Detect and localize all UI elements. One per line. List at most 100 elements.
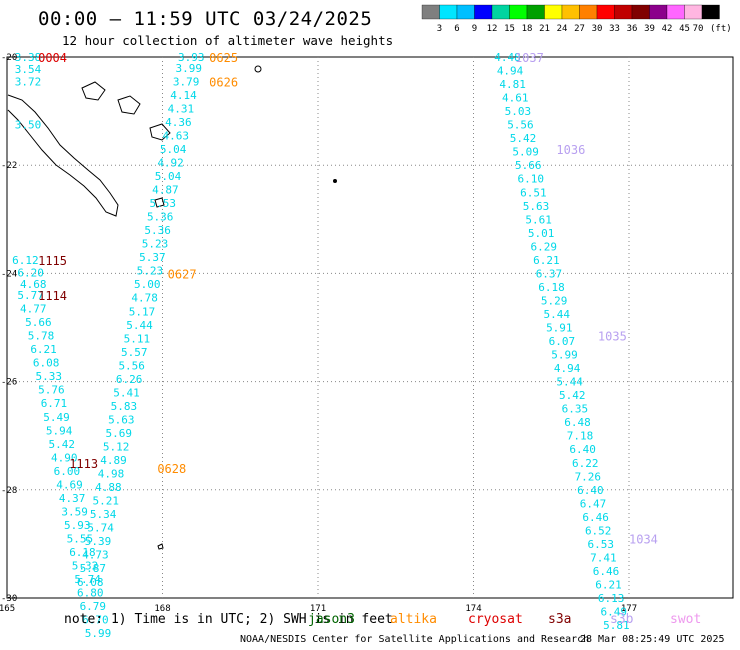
wave-height-value: 6.71 [41, 397, 68, 410]
wave-height-value: 4.94 [554, 362, 581, 375]
satellite-name-swot: swot [670, 612, 702, 627]
legend-swatch [579, 4, 598, 20]
wave-height-value: 5.04 [155, 170, 182, 183]
legend-swatch [491, 4, 510, 20]
wave-height-value: 6.26 [116, 373, 143, 386]
pass-time-label: 1114 [38, 289, 67, 303]
lat-tick-label: -30 [1, 594, 17, 604]
wave-height-value: 6.21 [533, 254, 560, 267]
wave-height-value: 6.49 [600, 606, 627, 619]
track-cryosat: 3.383.543.72 3.50 0004 [15, 51, 67, 132]
wave-height-value: 7.18 [567, 430, 594, 443]
coastline-loyalty-1 [81, 81, 106, 101]
wave-height-value: 5.23 [142, 238, 169, 251]
wave-height-value: 5.21 [93, 495, 120, 508]
wave-height-value: 5.00 [134, 278, 161, 291]
legend-swatch [439, 4, 458, 20]
wave-height-value: 5.87 [80, 562, 107, 575]
legend-swatch [631, 4, 650, 20]
wave-height-value: 6.10 [518, 173, 545, 186]
legend-label: 30 [592, 24, 603, 34]
wave-height-value: 5.57 [121, 346, 147, 359]
legend-label: 33 [609, 24, 620, 34]
wave-height-value: 5.99 [85, 627, 112, 640]
wave-height-value: 6.79 [80, 600, 107, 613]
wave-height-value: 6.08 [33, 357, 60, 370]
legend-swatch [649, 4, 668, 20]
altimeter-tracks: 3.933.993.794.144.314.364.635.044.925.04… [12, 51, 658, 640]
wave-height-value: 5.17 [129, 305, 156, 318]
wave-height-value: 5.91 [546, 322, 573, 335]
wave-height-value: 5.42 [48, 438, 75, 451]
wave-height-value: 6.48 [564, 416, 591, 429]
coastline-ile-des-pins [154, 197, 165, 208]
wave-height-value: 3.72 [15, 75, 42, 88]
wave-height-value: 6.18 [538, 281, 565, 294]
wave-height-value: 5.42 [559, 389, 586, 402]
legend-label: 6 [454, 24, 459, 34]
lat-tick-label: -20 [1, 53, 17, 63]
wave-height-value: 4.92 [157, 156, 184, 169]
lon-tick-label: 177 [621, 604, 637, 614]
wave-height-value: 3.93 [178, 51, 205, 64]
wave-height-value: 5.44 [556, 376, 583, 389]
pass-time-label: 1113 [69, 457, 98, 471]
wave-height-value: 5.78 [28, 330, 55, 343]
wave-height-value: 5.23 [137, 265, 164, 278]
wave-height-value: 4.63 [163, 129, 190, 142]
wave-height-value: 5.77 [17, 289, 44, 302]
pass-time-label: 1115 [38, 254, 67, 268]
satellite-name-s3b: s3b [610, 612, 634, 627]
legend-label: 21 [539, 24, 550, 34]
legend-label: 15 [504, 24, 515, 34]
lat-tick-label: -26 [1, 378, 17, 388]
wave-height-value: 5.56 [507, 119, 533, 132]
island-matthew [333, 179, 337, 183]
legend-swatch [684, 4, 703, 20]
legend-label: 36 [627, 24, 638, 34]
wave-height-value: 4.98 [98, 468, 125, 481]
legend-swatch [474, 4, 493, 20]
wave-height-value: 5.36 [147, 211, 174, 224]
color-legend: 3 6 9 12 15 18 21 24 27 30 33 36 39 42 45 70 (ft) [421, 4, 732, 34]
wave-height-value: 5.01 [528, 227, 555, 240]
wave-height-value: 5.37 [139, 251, 166, 264]
legend-swatch [701, 4, 720, 20]
wave-height-value: 3.50 [15, 119, 42, 132]
legend-label: 12 [487, 24, 498, 34]
legend-swatches [421, 4, 720, 20]
wave-height-value: 5.83 [111, 400, 137, 413]
wave-height-value: 5.94 [46, 424, 73, 437]
wave-height-value: 6.07 [549, 335, 576, 348]
satellite-name-jason3: jason3 [308, 612, 355, 627]
wave-height-value: 6.37 [536, 267, 563, 280]
legend-labels: 3 6 9 12 15 18 21 24 27 30 33 36 39 42 45 70 [437, 24, 704, 34]
axis-labels: 165 168 171 174 177 -20 -22 -24 -26 -28 -30 [0, 53, 637, 614]
footer-note: note: 1) Time is in UTC; 2) SWH is in fe… [64, 612, 393, 627]
wave-height-value: 6.53 [588, 538, 615, 551]
wave-height-value: 5.33 [36, 370, 63, 383]
lat-tick-label: -24 [1, 269, 17, 279]
wave-height-value: 6.46 [582, 511, 609, 524]
wave-height-value: 5.09 [512, 146, 539, 159]
pass-time-label: 1037 [515, 51, 544, 65]
wave-height-value: 5.36 [144, 224, 171, 237]
map-title: 00:00 – 11:59 UTC 03/24/2025 [38, 8, 373, 30]
legend-unit: (ft) [710, 24, 732, 34]
wave-height-value: 6.08 [77, 576, 104, 589]
wave-height-value: 5.61 [525, 213, 552, 226]
wave-height-value: 5.04 [160, 143, 187, 156]
render-timestamp: 28 Mar 08:25:49 UTC 2025 [580, 634, 725, 645]
pass-time-label: 0625 [209, 51, 238, 65]
wave-height-value: 4.78 [131, 292, 158, 305]
wave-height-value: 6.70 [82, 614, 109, 627]
wave-height-value: 5.55 [67, 532, 94, 545]
wave-height-value: 4.90 [51, 451, 78, 464]
legend-swatch [561, 4, 580, 20]
wave-height-value: 4.68 [20, 278, 47, 291]
wave-height-value: 6.29 [531, 240, 558, 253]
wave-height-value: 5.76 [38, 384, 65, 397]
lon-tick-label: 168 [154, 604, 170, 614]
wave-height-value: 5.69 [105, 427, 132, 440]
satellite-name-cryosat: cryosat [468, 612, 523, 627]
